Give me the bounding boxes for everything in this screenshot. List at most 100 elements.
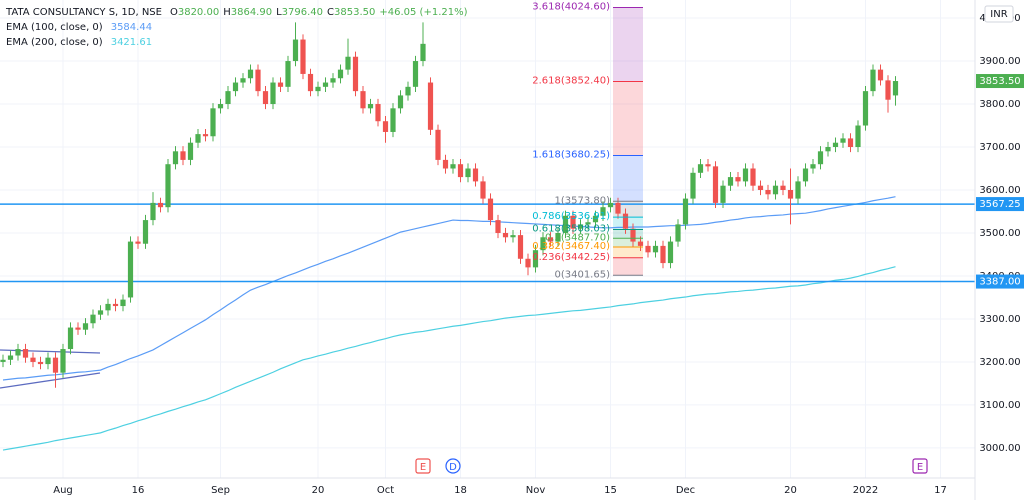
candle-body	[52, 357, 59, 373]
candle-body	[892, 81, 899, 96]
candle-body	[772, 185, 779, 195]
candle-body	[360, 91, 366, 109]
candle-body	[765, 189, 771, 195]
legend-name: EMA (100, close, 0)	[6, 22, 103, 33]
fib-zone	[613, 257, 643, 276]
ema-line	[2, 266, 896, 451]
candle-body	[570, 215, 576, 229]
candle-body	[442, 159, 449, 169]
event-marker	[415, 458, 431, 474]
x-tick-label: 15	[604, 485, 617, 496]
candle-body	[457, 164, 464, 178]
candle-body	[105, 303, 111, 311]
x-tick-label: Dec	[676, 485, 695, 496]
candle-body	[847, 138, 854, 148]
candle-body	[525, 258, 531, 268]
candle-body	[675, 224, 681, 242]
candle-body	[367, 104, 374, 109]
candle-body	[825, 147, 831, 152]
candle-body	[67, 327, 74, 350]
candle-body	[742, 168, 749, 182]
candle-body	[652, 245, 659, 253]
fib-labels: 0(3401.65)0.236(3442.25)0.382(3467.40)0.…	[532, 1, 643, 280]
event-label: E	[420, 462, 426, 473]
candle-body	[285, 61, 291, 87]
fib-label: 3.618(4024.60)	[532, 1, 610, 12]
ohlc-key: H	[223, 7, 231, 18]
change: +46.05 (+1.21%)	[379, 7, 467, 18]
candle-body	[15, 349, 21, 356]
hline-badge	[976, 197, 1024, 212]
last-price-label: 3853.50	[979, 76, 1020, 87]
candle-body	[22, 349, 29, 358]
ohlc-key: L	[276, 7, 282, 18]
fib-label: 2.618(3852.40)	[532, 76, 610, 87]
candle-body	[885, 80, 891, 100]
candle-body	[480, 181, 486, 199]
ohlc-value: 3864.90	[231, 7, 272, 18]
candle-body	[787, 189, 794, 199]
candle-body	[187, 142, 194, 160]
y-tick-label: 3300.00	[979, 314, 1020, 325]
candle-body	[682, 198, 689, 225]
candle-body	[622, 213, 629, 229]
candle-body	[112, 303, 119, 307]
candle-body	[7, 355, 14, 360]
y-tick-label: 3100.00	[979, 400, 1020, 411]
y-tick-label: 3700.00	[979, 142, 1020, 153]
candle-body	[217, 104, 224, 109]
indicator-lines	[0, 196, 975, 451]
candle-body	[375, 104, 381, 122]
candle-body	[697, 164, 704, 173]
candle-body	[210, 108, 216, 137]
candle-body	[705, 164, 711, 167]
y-tick-label: 3000.00	[979, 443, 1020, 454]
candle-body	[555, 232, 561, 242]
candle-body	[247, 69, 254, 79]
fib-label: 0.5(3487.70)	[545, 232, 610, 243]
fib-label: 1.618(3680.25)	[532, 150, 610, 161]
x-tick-label: 20	[784, 485, 797, 496]
candle-body	[172, 151, 179, 165]
currency[interactable]: INR	[990, 9, 1007, 20]
fib-label: 0.618(3508.03)	[532, 224, 610, 235]
candle-body	[150, 202, 156, 221]
x-tick-label: 17	[934, 485, 947, 496]
candle-body	[195, 134, 201, 143]
candle-body	[165, 164, 171, 208]
candle-body	[427, 82, 434, 130]
candle-body	[532, 250, 539, 268]
candle-body	[202, 134, 209, 137]
fib-zone	[613, 7, 643, 82]
candle-body	[750, 168, 756, 186]
candle-body	[615, 202, 621, 214]
x-tick-label: 16	[132, 485, 145, 496]
candle-body	[870, 69, 876, 92]
candle-body	[712, 166, 719, 203]
event-label: D	[449, 462, 457, 473]
candle-body	[405, 86, 411, 96]
candle-body	[390, 108, 396, 132]
candle-body	[802, 168, 809, 182]
candle-body	[832, 142, 839, 148]
hline-badge	[976, 274, 1024, 289]
candle-body	[300, 39, 306, 74]
candle-body	[450, 164, 456, 169]
currency-box[interactable]	[984, 5, 1014, 23]
fib-zone	[613, 81, 643, 156]
hline-label: 3387.00	[979, 277, 1020, 288]
candle-body	[127, 241, 134, 298]
x-tick-label: 18	[454, 485, 467, 496]
candle-body	[840, 138, 846, 143]
candle-body	[97, 310, 104, 315]
grid	[0, 0, 975, 478]
candle-body	[472, 168, 479, 182]
candle-body	[795, 181, 801, 199]
fib-zones	[613, 7, 643, 276]
y-tick-label: 3600.00	[979, 185, 1020, 196]
candle-body	[345, 56, 351, 70]
candle-body	[315, 86, 321, 92]
candle-body	[330, 78, 336, 83]
candle-body	[240, 78, 246, 83]
candle-body	[82, 323, 89, 330]
